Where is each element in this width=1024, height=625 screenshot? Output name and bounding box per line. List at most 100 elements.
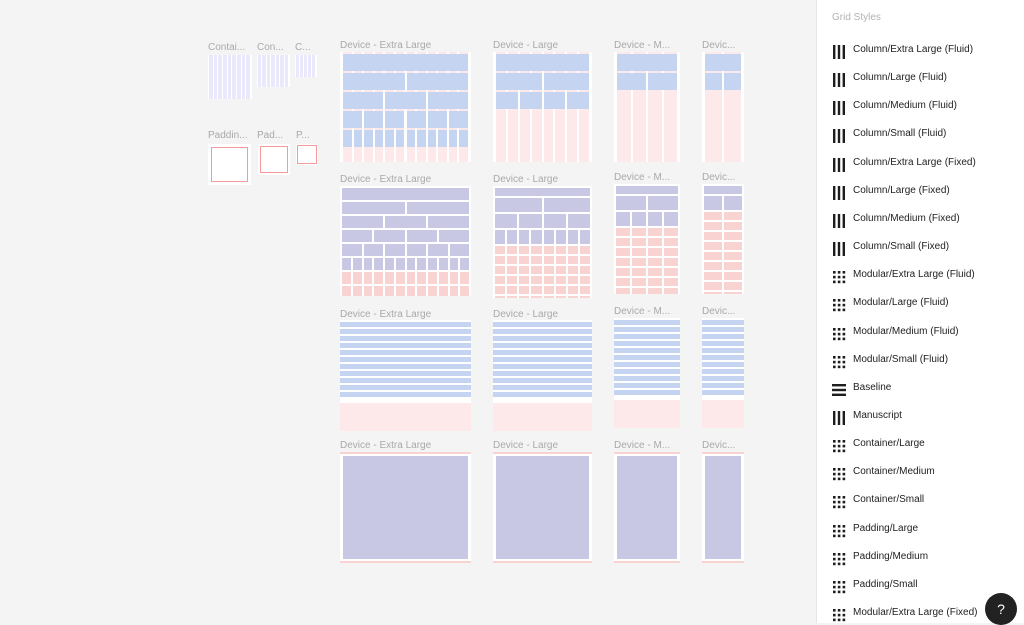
- grid-module: [704, 262, 722, 270]
- grid-module: [352, 258, 362, 270]
- frame-device-s-modular[interactable]: [702, 184, 744, 294]
- frame-device-m-baseline[interactable]: [614, 318, 680, 428]
- frame-device-m-modular[interactable]: [614, 184, 680, 294]
- grid-module: [664, 268, 678, 276]
- grid-style-item[interactable]: Column/Small (Fixed): [817, 234, 1024, 262]
- grid-style-item[interactable]: Container/Medium: [817, 459, 1024, 487]
- grid-module: [428, 258, 437, 270]
- grid-module: [616, 212, 630, 226]
- grid-module: [406, 202, 469, 214]
- frame-device-s-baseline[interactable]: [702, 318, 744, 428]
- grid-module: [704, 272, 722, 280]
- frame-padding-small[interactable]: [296, 144, 318, 165]
- frame-device-l-modular[interactable]: [493, 186, 592, 298]
- grid-style-item[interactable]: Column/Extra Large (Fluid): [817, 37, 1024, 65]
- grid-module: [507, 286, 518, 294]
- frame-device-xl-modular[interactable]: [340, 186, 471, 296]
- grid-style-item[interactable]: Column/Extra Large (Fixed): [817, 150, 1024, 178]
- grid-module: [616, 288, 630, 294]
- grid-style-item[interactable]: Padding/Medium: [817, 544, 1024, 572]
- frame-device-s-column[interactable]: [702, 52, 744, 162]
- padding-line: [260, 146, 288, 147]
- frame-padding-medium[interactable]: [258, 144, 290, 175]
- frame-device-s-manuscript[interactable]: [702, 452, 744, 563]
- grid-style-label: Padding/Large: [853, 522, 919, 534]
- frame-container-medium[interactable]: [257, 55, 290, 87]
- container-column: [304, 55, 307, 77]
- frame-label-device-m: Device - M...: [614, 306, 671, 317]
- container-column: [246, 55, 250, 99]
- container-column: [300, 55, 303, 77]
- grid-module: [342, 272, 351, 284]
- frame-device-m-column[interactable]: [614, 52, 680, 162]
- modular-grid-icon: [832, 524, 846, 538]
- grid-module: [363, 286, 373, 296]
- frame-device-l-baseline[interactable]: [493, 320, 592, 431]
- grid-module: [385, 216, 426, 228]
- baseline-row: [614, 383, 680, 388]
- grid-style-label: Column/Medium (Fixed): [853, 212, 960, 224]
- frame-label-device-xl: Device - Extra Large: [340, 40, 432, 51]
- baseline-row: [702, 355, 744, 360]
- grid-module: [352, 272, 362, 284]
- grid-style-item[interactable]: Container/Small: [817, 487, 1024, 515]
- grid-style-item[interactable]: Column/Large (Fixed): [817, 178, 1024, 206]
- grid-module: [567, 92, 589, 109]
- grid-style-item[interactable]: Column/Small (Fluid): [817, 121, 1024, 149]
- grid-module: [724, 222, 742, 230]
- grid-module: [519, 266, 530, 274]
- grid-style-item[interactable]: Container/Large: [817, 431, 1024, 459]
- frame-container-small[interactable]: [295, 55, 317, 77]
- grid-module: [724, 292, 742, 294]
- frame-device-m-manuscript[interactable]: [614, 452, 680, 563]
- frame-device-xl-manuscript[interactable]: [340, 452, 471, 563]
- grid-style-item[interactable]: Column/Medium (Fluid): [817, 93, 1024, 121]
- grid-module: [519, 92, 542, 109]
- column-grid-icon: [832, 410, 846, 425]
- grid-style-item[interactable]: Manuscript: [817, 403, 1024, 431]
- grid-module: [417, 272, 426, 284]
- grid-module: [724, 272, 742, 280]
- grid-module: [385, 272, 394, 284]
- grid-style-item[interactable]: Column/Medium (Fixed): [817, 206, 1024, 234]
- baseline-row: [340, 343, 471, 348]
- grid-module: [417, 130, 426, 147]
- frame-device-l-manuscript[interactable]: [493, 452, 592, 563]
- frame-device-l-column[interactable]: [493, 52, 592, 162]
- modular-grid-icon: [832, 467, 846, 481]
- container-column: [218, 55, 222, 99]
- frame-padding-large[interactable]: [208, 144, 251, 185]
- container-column: [232, 55, 236, 99]
- frame-device-xl-baseline[interactable]: [340, 320, 471, 431]
- grid-module: [632, 212, 646, 226]
- baseline-row: [340, 378, 471, 383]
- padding-line: [260, 146, 261, 173]
- grid-style-item[interactable]: Modular/Large (Fluid): [817, 290, 1024, 318]
- design-canvas[interactable]: Contai... Con... C... Paddin... Pad... P…: [0, 0, 816, 623]
- frame-container-large[interactable]: [208, 55, 252, 99]
- grid-module: [438, 130, 447, 147]
- grid-style-item[interactable]: Padding/Large: [817, 516, 1024, 544]
- grid-style-item[interactable]: Column/Large (Fluid): [817, 65, 1024, 93]
- baseline-row: [493, 329, 592, 334]
- frame-device-xl-column[interactable]: [340, 52, 471, 162]
- grid-module: [374, 272, 383, 284]
- margin-bottom: [340, 561, 471, 563]
- frame-label-padding-small: P...: [296, 130, 310, 141]
- grid-module: [496, 73, 542, 90]
- margin-top: [614, 452, 680, 454]
- grid-style-item[interactable]: Modular/Extra Large (Fixed): [817, 600, 1024, 623]
- grid-style-item[interactable]: Modular/Medium (Fluid): [817, 319, 1024, 347]
- grid-module: [579, 230, 590, 244]
- grid-style-item[interactable]: Padding/Small: [817, 572, 1024, 600]
- grid-style-item[interactable]: Baseline: [817, 375, 1024, 403]
- grid-style-item[interactable]: Modular/Small (Fluid): [817, 347, 1024, 375]
- grid-module: [374, 286, 383, 296]
- column-grid-icon: [832, 101, 846, 116]
- grid-module: [555, 276, 566, 284]
- baseline-row: [493, 385, 592, 390]
- help-button[interactable]: ?: [985, 593, 1017, 625]
- grid-style-item[interactable]: Modular/Extra Large (Fluid): [817, 262, 1024, 290]
- grid-style-label: Container/Small: [853, 494, 925, 506]
- grid-module: [664, 238, 678, 246]
